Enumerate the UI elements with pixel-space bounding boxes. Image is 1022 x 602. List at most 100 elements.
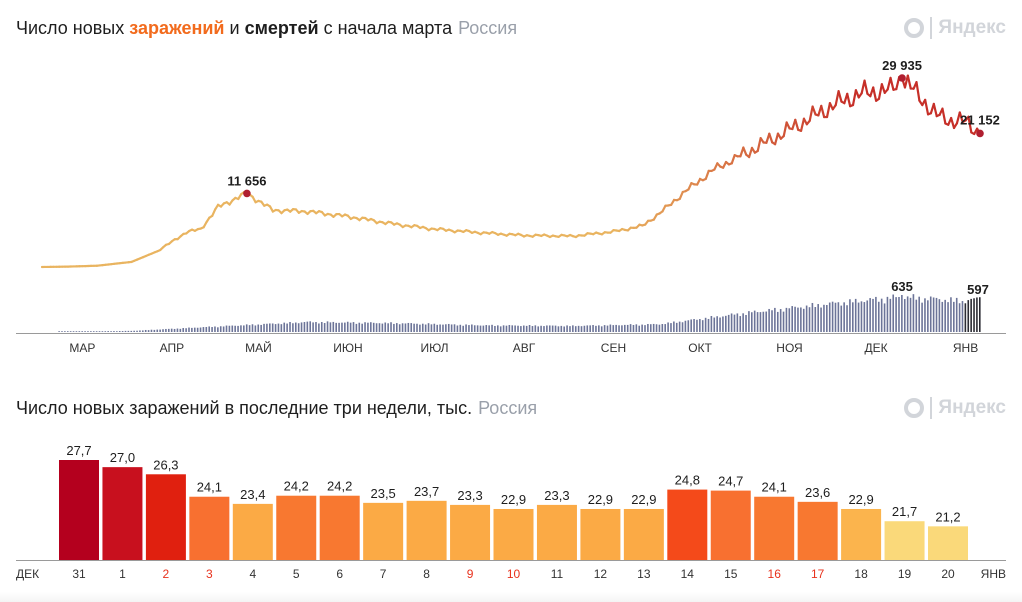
death-bar [725,315,727,332]
death-bar [635,324,638,332]
death-bar [574,326,577,332]
death-bar [771,310,773,332]
death-bar [228,325,231,332]
death-bar [788,308,791,332]
death-bar [416,323,418,332]
death-bar [61,331,63,332]
death-bar [520,326,522,332]
death-bar [895,297,897,332]
death-bar [427,323,430,332]
death-bar [606,325,609,332]
bar-value-label: 24,2 [327,479,352,494]
death-bar [603,325,606,332]
day-bar [102,467,143,560]
death-bar [396,323,398,332]
death-bar [95,331,98,332]
death-bar [976,297,978,332]
death-bar [817,304,819,332]
bar-value-label: 26,3 [153,457,178,472]
death-bar [156,329,159,332]
death-bar [629,324,632,332]
death-bar [557,326,560,332]
death-bar [958,303,961,332]
death-bar [364,322,366,332]
death-bar [941,301,944,332]
death-bar [240,325,242,332]
day-bar [276,495,317,560]
death-bar [456,325,459,332]
death-bar [459,324,462,332]
death-bar [696,319,698,332]
death-bar [935,297,938,332]
death-bar [710,316,713,332]
death-bar [98,331,101,332]
day-tick-label: 14 [681,567,695,581]
day-bar [406,500,447,560]
death-bar [78,331,81,332]
death-bar [170,328,173,332]
cases-deaths-chart: 11 656 29 935 21 152 635 597 МАР АПР МАЙ ИЮН ИЮЛ А… [16,58,1006,355]
death-bar [875,296,877,332]
death-bar [528,325,531,332]
death-bar [750,312,753,332]
bar-value-label: 23,4 [240,487,265,502]
death-bar [338,322,340,332]
death-bar [970,298,972,332]
death-bar [554,325,557,332]
death-bar [776,311,779,332]
death-bar [251,324,254,332]
death-bar [675,322,678,332]
bar-value-label: 23,6 [805,485,830,500]
death-bar [880,298,883,332]
yandex-circle-icon [904,18,925,38]
death-bar [849,299,851,332]
death-bar [378,323,381,332]
death-bar [468,325,470,332]
day-bar [232,503,273,560]
death-bar [852,302,854,332]
day-tick-label: 13 [637,567,651,581]
death-bar [410,323,413,332]
death-bar [595,325,597,332]
death-bar [901,295,903,332]
death-bar [924,298,926,332]
death-bar [560,325,563,332]
death-bar [248,325,251,332]
death-bar [352,322,355,332]
yandex-logo[interactable]: Яндекс [904,397,1006,419]
death-bar [358,322,361,332]
death-bar [199,327,202,332]
death-bar [551,325,554,332]
yandex-logo[interactable]: Яндекс [904,17,1006,39]
bar-value-label: 22,9 [501,492,526,507]
death-bar [600,326,603,332]
death-bar [826,305,828,332]
death-bar [820,307,822,332]
death-bar [92,331,95,332]
death-bar [638,325,641,332]
death-bar [756,312,759,332]
death-bar [947,302,949,332]
death-bar [693,319,695,332]
death-bar [950,297,952,332]
death-bar [872,298,874,332]
death-bar [508,324,511,332]
death-bar [730,313,733,332]
death-bar [320,322,323,332]
peak-label: 29 935 [882,58,922,73]
death-bar [502,325,505,332]
death-bar [315,322,317,332]
death-bar [401,323,404,332]
region-label: Россия [458,18,518,38]
death-bar [159,329,161,332]
death-bar [927,300,929,332]
day-tick-label: 7 [380,567,387,581]
death-bar [543,326,545,332]
end-month-label: ЯНВ [981,567,1006,581]
death-bar [938,299,941,332]
month-tick-label: СЕН [601,341,626,355]
death-bar [846,305,848,332]
death-bar [814,307,817,332]
death-bar [748,311,750,332]
